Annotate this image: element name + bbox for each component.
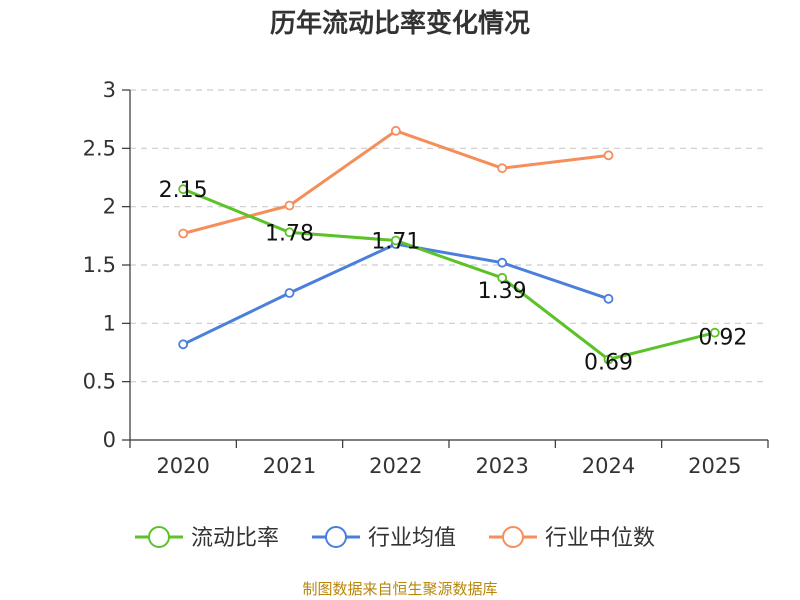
series-1	[178, 184, 720, 365]
data-labels: 2.15 1.78 1.71 1.39 0.69 0.92	[159, 178, 748, 375]
data-label: 1.78	[265, 221, 314, 246]
data-point	[497, 163, 508, 174]
legend-label: 行业中位数	[545, 526, 655, 551]
x-tick-label: 2022	[369, 454, 422, 478]
legend-marker	[148, 526, 170, 548]
data-point	[497, 272, 508, 283]
legend-item-1[interactable]: 流动比率	[135, 526, 279, 551]
data-point	[603, 293, 614, 304]
y-tick-label: 1.5	[83, 253, 116, 277]
series-layer	[178, 125, 720, 365]
y-tick-label: 1	[103, 311, 116, 335]
data-label: 0.92	[698, 326, 747, 351]
data-label: 2.15	[159, 178, 208, 203]
data-label: 1.71	[371, 230, 420, 255]
data-point	[390, 235, 401, 246]
legend-marker	[325, 526, 347, 548]
data-point	[284, 288, 295, 298]
axes: 0 0.5 1 1.5 2 2.5 3 2020 2021 2022 2023 2024 2025	[83, 78, 769, 478]
legend-label: 行业均值	[368, 526, 456, 551]
x-tick-label: 2020	[156, 454, 209, 478]
legend-label: 流动比率	[191, 526, 279, 551]
grid	[130, 89, 768, 383]
data-point	[284, 227, 295, 238]
data-label: 0.69	[584, 351, 633, 376]
source-note: 制图数据来自恒生聚源数据库	[302, 580, 497, 598]
series-3	[178, 125, 614, 239]
x-tick-label: 2021	[263, 454, 316, 478]
data-point	[603, 354, 614, 365]
y-tick-label: 2.5	[83, 136, 116, 160]
data-point	[390, 125, 401, 136]
x-tick-label: 2024	[582, 454, 635, 478]
series-line	[182, 242, 609, 346]
y-tick-label: 3	[103, 78, 116, 102]
series-line	[182, 187, 716, 361]
data-label: 1.39	[478, 279, 527, 304]
data-point	[178, 184, 189, 195]
x-tick-label: 2025	[688, 454, 741, 478]
y-tick-label: 2	[103, 195, 116, 219]
y-tick-label: 0.5	[83, 370, 116, 394]
data-point	[178, 339, 189, 350]
data-point	[178, 228, 189, 239]
legend[interactable]: 流动比率 行业均值 行业中位数	[135, 526, 655, 551]
series-line	[182, 129, 609, 235]
y-tick-label: 0	[103, 428, 116, 452]
data-point	[709, 327, 720, 338]
x-tick-label: 2023	[475, 454, 528, 478]
series-2	[178, 239, 614, 350]
data-point	[284, 200, 295, 211]
data-point	[603, 150, 614, 161]
legend-item-3[interactable]: 行业中位数	[489, 526, 655, 551]
data-point	[497, 257, 508, 268]
chart-title: 历年流动比率变化情况	[270, 8, 530, 39]
legend-item-2[interactable]: 行业均值	[312, 526, 456, 551]
legend-marker	[502, 526, 524, 548]
